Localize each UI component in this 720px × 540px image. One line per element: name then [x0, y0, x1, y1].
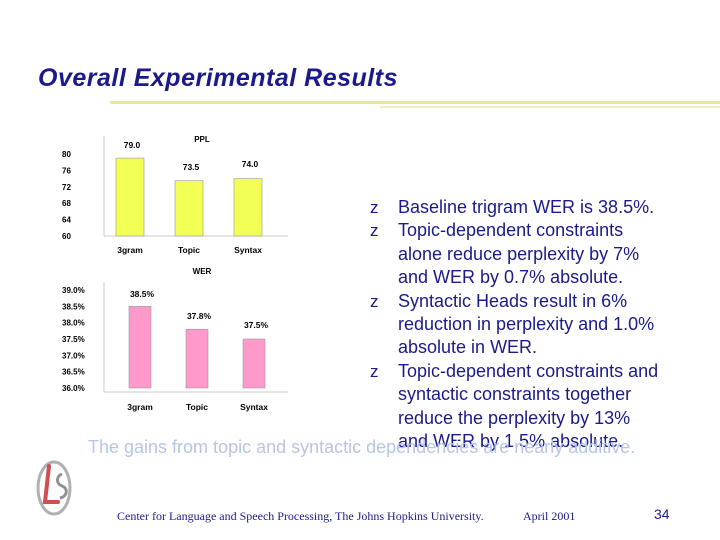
footer-date: April 2001 [523, 509, 576, 523]
wer-category-label: Topic [186, 402, 208, 412]
wer-data-label: 37.8% [187, 311, 212, 321]
wer-y-tick-label: 39.0% [62, 286, 85, 295]
bullet-line: absolute in WER. [398, 337, 538, 358]
bullet-marker-icon: z [370, 198, 379, 217]
ppl-data-label: 79.0 [124, 140, 141, 150]
ppl-bar [115, 157, 145, 237]
footer-affiliation: Center for Language and Speech Processin… [117, 509, 484, 523]
ppl-category-label: 3gram [117, 245, 143, 255]
bullet-marker-icon: z [370, 221, 379, 241]
bullet-item: z Baseline trigram WER is 38.5%. [370, 196, 715, 219]
wer-y-tick-label: 38.5% [62, 302, 85, 311]
ppl-category-label: Syntax [234, 245, 262, 255]
slide-number: 34 [654, 506, 670, 522]
wer-category-label: 3gram [127, 402, 153, 412]
wer-y-tick-label: 36.0% [62, 384, 85, 393]
bullet-line: Topic-dependent constraints and [398, 360, 659, 381]
bullet-line: Baseline trigram WER is 38.5%. [398, 197, 655, 217]
bullet-item: z Syntactic Heads result in 6% reduction i… [370, 290, 715, 360]
wer-bar [242, 338, 266, 389]
bullet-line: alone reduce perplexity by 7% [398, 243, 640, 264]
ppl-y-tick-label: 60 [62, 232, 71, 241]
ppl-y-tick-label: 64 [62, 216, 71, 225]
ppl-y-tick-label: 68 [62, 199, 71, 208]
bullet-line: reduction in perplexity and 1.0% [398, 314, 655, 335]
slide-title: Overall Experimental Results [38, 64, 398, 92]
charts-panel: 80 76 72 68 64 60 PPL 79.0 73.5 74.0 3gram Topic… [62, 135, 288, 412]
wer-chart: WER 39.0%38.5%38.0%37.5%37.0%36.5%36.0% … [62, 267, 288, 412]
ppl-category-label: Topic [178, 245, 200, 255]
bullet-item: z Topic-dependent constraints alone reduce… [370, 219, 715, 289]
wer-bar [128, 306, 152, 389]
ppl-chart-title: PPL [194, 135, 210, 144]
wer-bar [185, 328, 209, 389]
bullet-line: syntactic constraints together [398, 384, 632, 405]
wer-y-tick-label: 37.0% [62, 351, 85, 360]
bullet-list: z Baseline trigram WER is 38.5%. z Topic-de… [370, 196, 715, 453]
ppl-bar [174, 180, 204, 237]
ppl-data-label: 74.0 [242, 159, 259, 169]
wer-chart-title: WER [193, 267, 212, 276]
clsp-logo-icon [36, 460, 72, 516]
ppl-bar [233, 178, 263, 237]
title-underline [110, 101, 720, 104]
wer-data-label: 37.5% [244, 320, 269, 330]
bullet-line: and WER by 0.7% absolute. [398, 267, 624, 288]
bullet-marker-icon: z [370, 361, 379, 381]
wer-y-tick-label: 36.5% [62, 368, 85, 377]
ppl-y-tick-label: 72 [62, 183, 71, 192]
bullet-line: reduce the perplexity by 13% [398, 407, 631, 428]
ppl-y-tick-label: 76 [62, 166, 71, 175]
wer-y-tick-label: 38.0% [62, 319, 85, 328]
ppl-y-tick-label: 80 [62, 150, 71, 159]
wer-category-label: Syntax [240, 402, 268, 412]
title-underline-secondary [380, 106, 720, 108]
overlay-caption: The gains from topic and syntactic depen… [88, 437, 636, 457]
ppl-chart: 80 76 72 68 64 60 PPL 79.0 73.5 74.0 3gram Topic… [62, 135, 288, 255]
bullet-marker-icon: z [370, 291, 379, 311]
wer-y-tick-label: 37.5% [62, 335, 85, 344]
bullet-line: Syntactic Heads result in 6% [398, 290, 628, 311]
bullet-line: Topic-dependent constraints [398, 220, 624, 241]
bullet-item: z Topic-dependent constraints and syntacti… [370, 360, 715, 454]
ppl-data-label: 73.5 [183, 162, 200, 172]
bullet-line: and WER by 1.5% absolute. [398, 431, 624, 452]
wer-data-label: 38.5% [130, 289, 155, 299]
